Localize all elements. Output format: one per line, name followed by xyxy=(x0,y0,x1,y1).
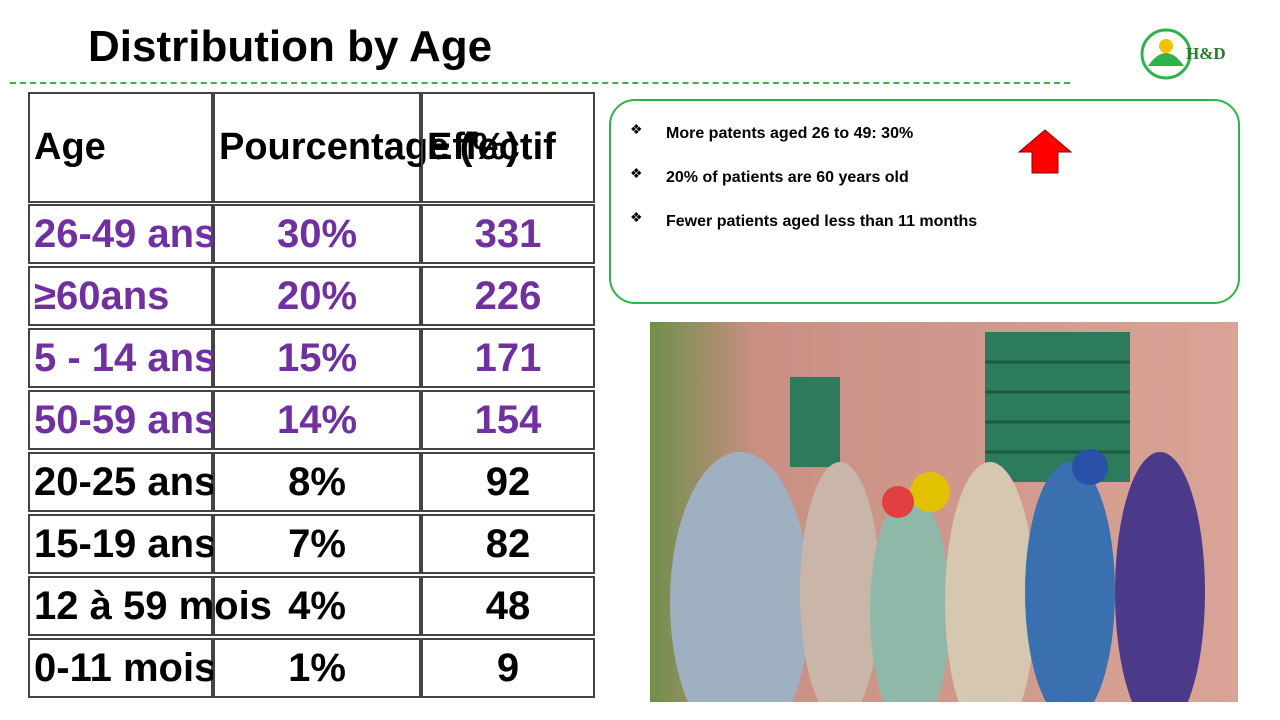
logo: H&D xyxy=(1140,28,1226,80)
table-cell: 15-19 ans xyxy=(28,514,216,574)
table-cell: 5 - 14 ans xyxy=(28,328,216,388)
header-cell: Age xyxy=(28,92,213,203)
table-cell: 30% xyxy=(213,204,421,264)
table-cell: 14% xyxy=(213,390,421,450)
table-cell: 154 xyxy=(421,390,595,450)
bullet-icon: ❖ xyxy=(630,209,643,225)
divider xyxy=(10,82,1070,84)
table-cell: 92 xyxy=(421,452,595,512)
table-cell: 331 xyxy=(421,204,595,264)
table-cell: 26-49 ans xyxy=(28,204,216,264)
table-cell: 7% xyxy=(213,514,421,574)
bullet-icon: ❖ xyxy=(630,121,643,137)
table-cell: 4% xyxy=(213,576,421,636)
table-cell: 1% xyxy=(213,638,421,698)
note-text: 20% of patients are 60 years old xyxy=(666,169,909,186)
table-cell: 0-11 mois xyxy=(28,638,216,698)
logo-text: H&D xyxy=(1186,44,1226,63)
table-cell: ≥60ans xyxy=(28,266,213,326)
notes-box xyxy=(609,99,1240,304)
photo xyxy=(650,322,1238,702)
header-cell: Pourcentage (%) xyxy=(213,92,519,203)
slide-title: Distribution by Age xyxy=(88,22,493,71)
up-arrow xyxy=(1017,129,1073,174)
note-text: More patents aged 26 to 49: 30% xyxy=(666,125,914,142)
table-cell: 15% xyxy=(213,328,421,388)
table-cell: 8% xyxy=(213,452,421,512)
table-cell: 226 xyxy=(421,266,595,326)
table-cell: 171 xyxy=(421,328,595,388)
table-cell: 20-25 ans xyxy=(28,452,216,512)
bullet-icon: ❖ xyxy=(630,165,643,181)
table-cell: 20% xyxy=(213,266,421,326)
table-cell: 48 xyxy=(421,576,595,636)
header-cell: Effectif xyxy=(421,92,595,203)
table-cell: 12 à 59 mois xyxy=(28,576,272,636)
table-cell: 50-59 ans xyxy=(28,390,216,450)
table-cell: 9 xyxy=(421,638,595,698)
note-text: Fewer patients aged less than 11 months xyxy=(666,213,978,230)
table-cell: 82 xyxy=(421,514,595,574)
